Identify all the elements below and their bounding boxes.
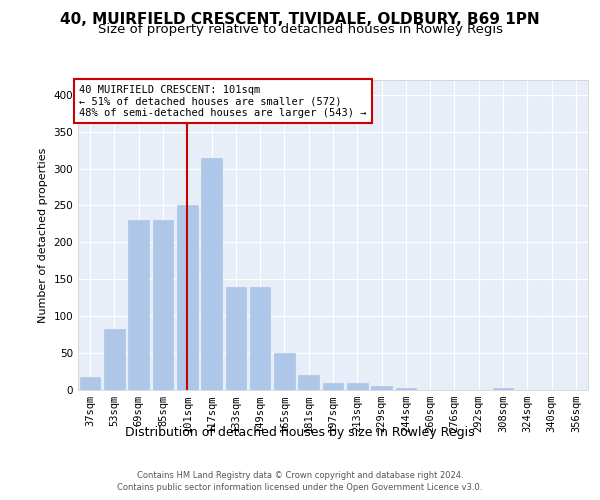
- Bar: [128, 220, 149, 390]
- Y-axis label: Number of detached properties: Number of detached properties: [38, 148, 48, 322]
- Bar: [250, 286, 271, 390]
- Bar: [80, 376, 100, 390]
- Bar: [371, 386, 392, 390]
- Bar: [152, 220, 173, 390]
- Text: Contains HM Land Registry data © Crown copyright and database right 2024.: Contains HM Land Registry data © Crown c…: [137, 472, 463, 480]
- Bar: [493, 388, 514, 390]
- Text: 40, MUIRFIELD CRESCENT, TIVIDALE, OLDBURY, B69 1PN: 40, MUIRFIELD CRESCENT, TIVIDALE, OLDBUR…: [60, 12, 540, 28]
- Bar: [274, 353, 295, 390]
- Text: Distribution of detached houses by size in Rowley Regis: Distribution of detached houses by size …: [125, 426, 475, 439]
- Bar: [298, 375, 319, 390]
- Bar: [177, 206, 197, 390]
- Text: Contains public sector information licensed under the Open Government Licence v3: Contains public sector information licen…: [118, 483, 482, 492]
- Bar: [104, 330, 125, 390]
- Bar: [395, 388, 416, 390]
- Bar: [226, 286, 246, 390]
- Text: Size of property relative to detached houses in Rowley Regis: Size of property relative to detached ho…: [97, 24, 503, 36]
- Bar: [347, 382, 368, 390]
- Text: 40 MUIRFIELD CRESCENT: 101sqm
← 51% of detached houses are smaller (572)
48% of : 40 MUIRFIELD CRESCENT: 101sqm ← 51% of d…: [79, 84, 367, 118]
- Bar: [323, 382, 343, 390]
- Bar: [201, 158, 222, 390]
